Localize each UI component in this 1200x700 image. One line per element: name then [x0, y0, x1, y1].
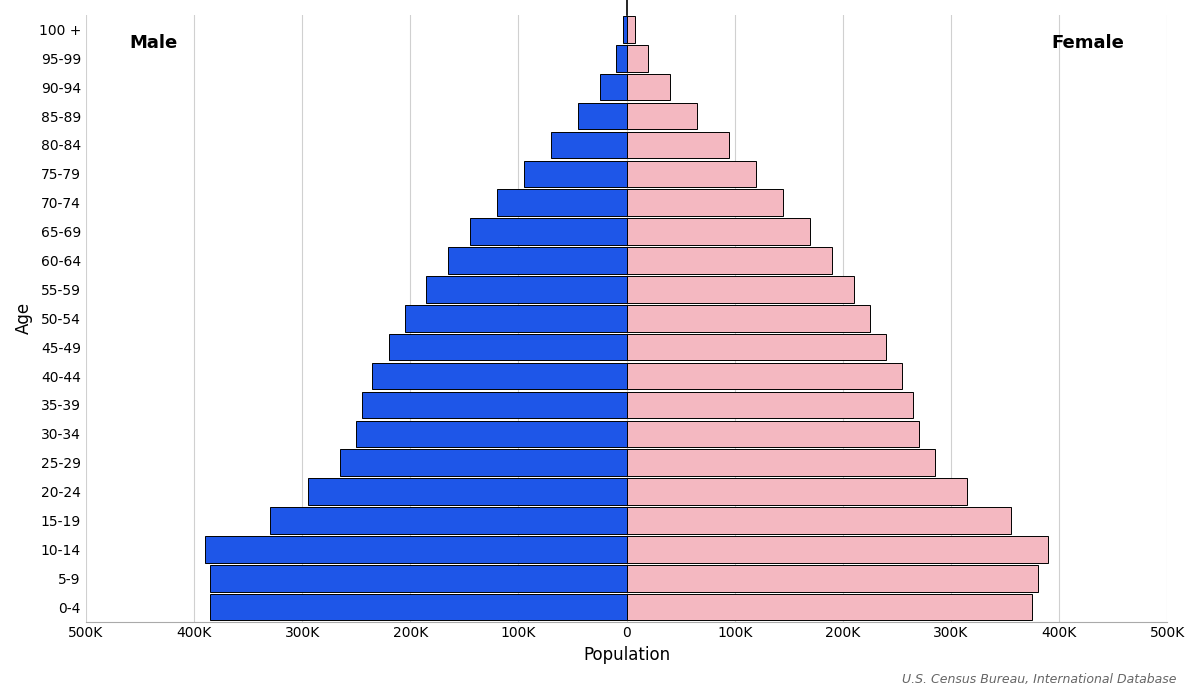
Bar: [270, 508, 626, 534]
Bar: [616, 45, 626, 71]
Bar: [626, 334, 886, 360]
Y-axis label: Age: Age: [14, 302, 32, 335]
Bar: [626, 132, 730, 158]
Bar: [626, 392, 913, 418]
Bar: [626, 305, 870, 332]
Text: Male: Male: [130, 34, 178, 52]
Text: Female: Female: [1051, 34, 1124, 52]
Bar: [404, 305, 626, 332]
Bar: [626, 508, 1010, 534]
Bar: [210, 565, 626, 592]
Bar: [626, 536, 1049, 563]
Text: U.S. Census Bureau, International Database: U.S. Census Bureau, International Databa…: [901, 673, 1176, 686]
Bar: [626, 247, 832, 274]
Bar: [626, 190, 784, 216]
Bar: [626, 449, 935, 476]
Bar: [340, 449, 626, 476]
Bar: [448, 247, 626, 274]
Bar: [626, 218, 810, 245]
Bar: [551, 132, 626, 158]
Bar: [626, 565, 1038, 592]
Bar: [626, 594, 1032, 620]
Bar: [524, 160, 626, 187]
Bar: [205, 536, 626, 563]
Bar: [361, 392, 626, 418]
Bar: [626, 103, 697, 130]
Bar: [626, 363, 902, 389]
Bar: [307, 478, 626, 505]
Bar: [578, 103, 626, 130]
Bar: [469, 218, 626, 245]
Bar: [426, 276, 626, 302]
Bar: [600, 74, 626, 101]
Bar: [497, 190, 626, 216]
Bar: [626, 45, 648, 71]
Bar: [372, 363, 626, 389]
X-axis label: Population: Population: [583, 646, 670, 664]
Bar: [626, 276, 853, 302]
Bar: [623, 16, 626, 43]
Bar: [626, 74, 670, 101]
Bar: [626, 478, 967, 505]
Bar: [389, 334, 626, 360]
Bar: [626, 421, 919, 447]
Bar: [356, 421, 626, 447]
Bar: [626, 16, 635, 43]
Bar: [210, 594, 626, 620]
Bar: [626, 160, 756, 187]
